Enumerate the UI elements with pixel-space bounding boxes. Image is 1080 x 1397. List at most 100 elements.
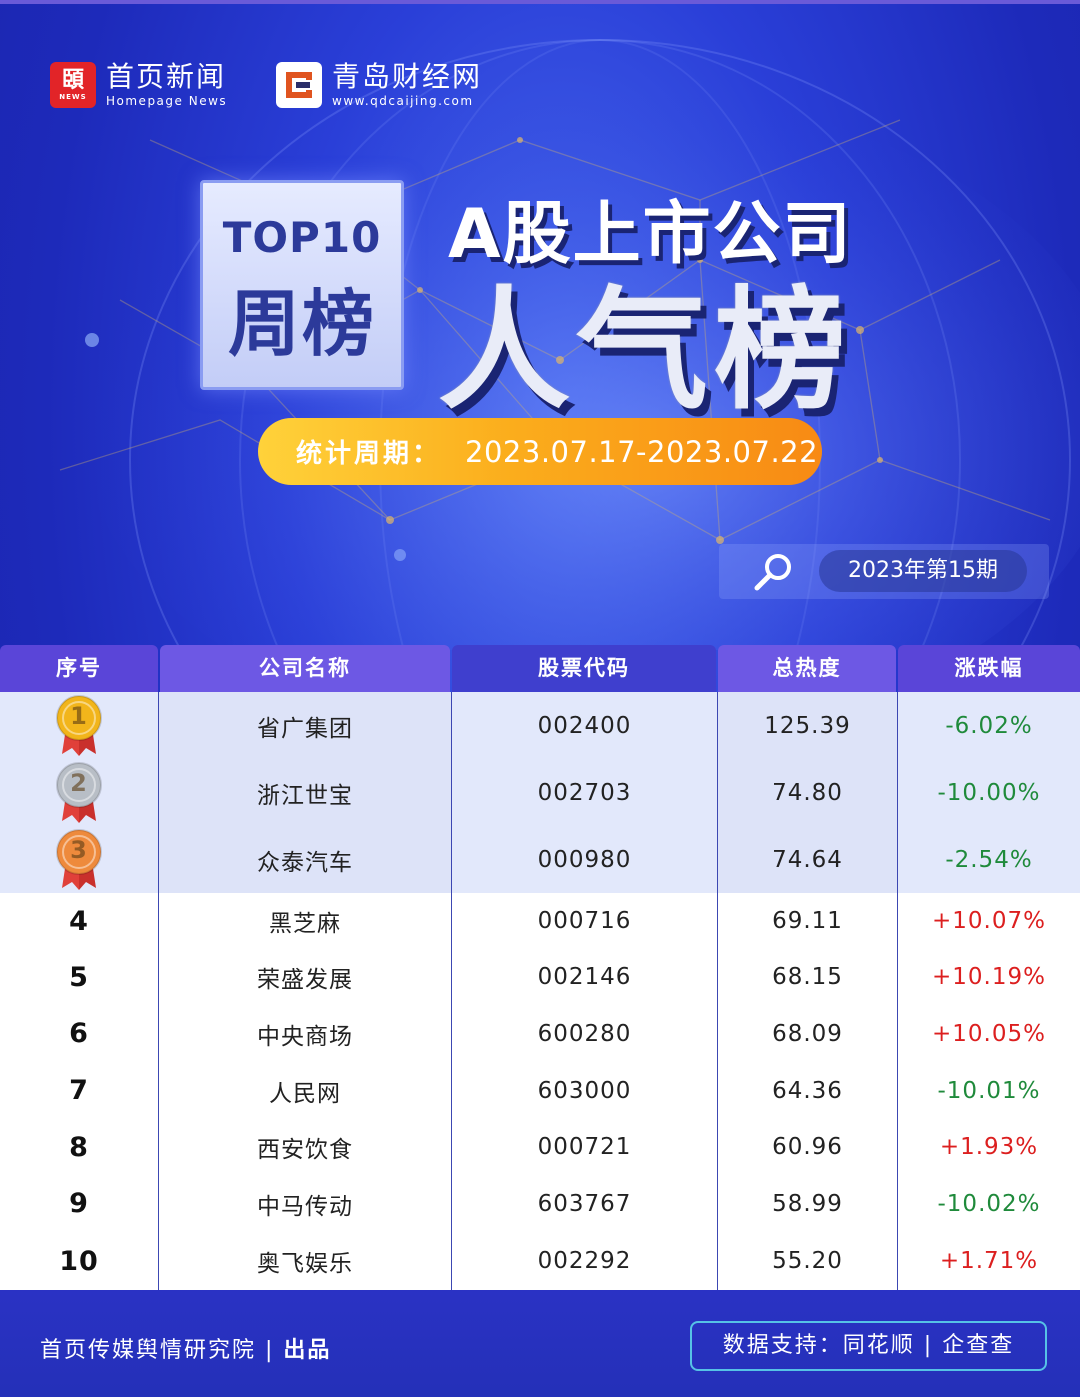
- company-name-cell: 中央商场: [159, 1005, 452, 1062]
- company-name: 中马传动: [257, 1193, 353, 1220]
- heat-value: 60.96: [772, 1134, 843, 1160]
- table-row: 2 浙江世宝 002703 74.80 -10.00%: [0, 759, 1080, 827]
- footer-producer-name: 首页传媒舆情研究院: [40, 1338, 257, 1363]
- change-value-cell: +1.71%: [898, 1232, 1080, 1290]
- brand1-en: Homepage News: [106, 94, 228, 108]
- homepage-news-logo: 頣 NEWS: [50, 62, 96, 108]
- period-pill: 统计周期： 2023.07.17-2023.07.22: [258, 418, 822, 485]
- stock-code-cell: 600280: [452, 1005, 718, 1062]
- medal-icon: 3: [54, 828, 104, 892]
- change-value: +1.71%: [939, 1248, 1039, 1274]
- stock-code: 000716: [537, 908, 632, 934]
- rank-number: 5: [69, 961, 89, 993]
- table-row: 4 黑芝麻 000716 69.11 +10.07%: [0, 893, 1080, 950]
- stock-code-cell: 603767: [452, 1175, 718, 1232]
- brand-qdcaijing: 青岛财经网 www.qdcaijing.com: [276, 62, 482, 108]
- rank-cell: 1: [0, 692, 159, 759]
- title-line-2: 人气榜: [438, 274, 852, 428]
- qdcaijing-logo: [276, 62, 322, 108]
- stock-code-cell: 000980: [452, 826, 718, 893]
- rank-cell: 7: [0, 1062, 159, 1119]
- footer-producer: 首页传媒舆情研究院 | 出品: [40, 1332, 331, 1364]
- table-row: 8 西安饮食 000721 60.96 +1.93%: [0, 1119, 1080, 1176]
- table-header: 序号 公司名称 股票代码 总热度 涨跌幅: [0, 645, 1080, 692]
- heat-value: 55.20: [772, 1248, 843, 1274]
- change-value: +10.07%: [932, 908, 1046, 934]
- rank-cell: 8: [0, 1119, 159, 1175]
- change-value: -2.54%: [945, 846, 1033, 873]
- stock-code: 600280: [537, 1020, 632, 1047]
- company-name-cell: 黑芝麻: [159, 893, 452, 949]
- col-code: 股票代码: [452, 645, 716, 692]
- stock-code: 002146: [537, 964, 632, 990]
- rank-number: 10: [59, 1245, 99, 1277]
- table-row: 10 奥飞娱乐 002292 55.20 +1.71%: [0, 1232, 1080, 1291]
- stock-code: 002400: [537, 712, 632, 739]
- qdcaijing-logo-icon: [286, 72, 312, 98]
- stock-code-cell: 002292: [452, 1232, 718, 1290]
- company-name: 黑芝麻: [269, 911, 341, 937]
- heat-value-cell: 74.64: [718, 826, 898, 893]
- heat-value: 74.80: [772, 779, 843, 806]
- brand1-cn: 首页新闻: [106, 60, 227, 93]
- rank-cell: 2: [0, 759, 159, 826]
- change-value: +10.19%: [932, 964, 1046, 990]
- stock-code: 603000: [537, 1077, 632, 1104]
- weekly-label: 周榜: [227, 282, 376, 366]
- col-rank: 序号: [0, 645, 158, 692]
- company-name: 浙江世宝: [257, 782, 353, 809]
- heat-value-cell: 68.09: [718, 1005, 898, 1062]
- table-row: 1 省广集团 002400 125.39 -6.02%: [0, 692, 1080, 760]
- change-value: +10.05%: [932, 1020, 1046, 1047]
- change-value: -10.01%: [937, 1077, 1041, 1104]
- col-company: 公司名称: [160, 645, 450, 692]
- change-value-cell: -10.01%: [898, 1062, 1080, 1119]
- title-line-1: A股上市公司: [448, 195, 853, 274]
- company-name-cell: 浙江世宝: [159, 759, 452, 826]
- stock-code: 000980: [537, 846, 632, 873]
- stock-code: 002703: [537, 779, 632, 806]
- period-label: 统计周期：: [296, 439, 442, 469]
- company-name: 省广集团: [257, 715, 353, 742]
- magnifier-icon: [754, 554, 791, 591]
- heat-value-cell: 125.39: [718, 692, 898, 759]
- stock-code-cell: 002146: [452, 949, 718, 1005]
- heat-value: 74.64: [772, 846, 843, 873]
- table-row: 7 人民网 603000 64.36 -10.01%: [0, 1062, 1080, 1120]
- heat-value-cell: 68.15: [718, 949, 898, 1005]
- footer: 首页传媒舆情研究院 | 出品 数据支持：同花顺 | 企查查: [0, 1290, 1080, 1397]
- stock-code-cell: 603000: [452, 1062, 718, 1119]
- change-value-cell: -10.02%: [898, 1175, 1080, 1232]
- top10-label: TOP10: [222, 213, 382, 262]
- col-change: 涨跌幅: [898, 645, 1080, 692]
- rank-cell: 4: [0, 893, 159, 949]
- brand-homepage-news: 頣 NEWS 首页新闻 Homepage News: [50, 62, 227, 108]
- rank-cell: 9: [0, 1175, 159, 1232]
- footer-producer-suffix: 出品: [283, 1338, 332, 1363]
- heat-value-cell: 60.96: [718, 1119, 898, 1175]
- company-name-cell: 中马传动: [159, 1175, 452, 1232]
- company-name-cell: 众泰汽车: [159, 826, 452, 893]
- rank-number: 9: [69, 1188, 89, 1219]
- company-name: 众泰汽车: [257, 849, 353, 876]
- stock-code: 000721: [537, 1134, 632, 1160]
- table-row: 6 中央商场 600280 68.09 +10.05%: [0, 1005, 1080, 1063]
- change-value: -6.02%: [945, 712, 1033, 739]
- medal-number: 2: [70, 768, 88, 797]
- heat-value: 69.11: [772, 908, 843, 934]
- company-name: 中央商场: [257, 1023, 353, 1050]
- change-value-cell: +10.07%: [898, 893, 1080, 949]
- stock-code-cell: 000721: [452, 1119, 718, 1175]
- brand2-en: www.qdcaijing.com: [332, 94, 474, 108]
- stock-code-cell: 002400: [452, 692, 718, 759]
- company-name: 西安饮食: [257, 1137, 353, 1163]
- table-body: 1 省广集团 002400 125.39 -6.02% 2 浙江世宝 002703 74.80 -…: [0, 692, 1080, 1291]
- medal-number: 3: [70, 835, 88, 864]
- rank-cell: 3: [0, 826, 159, 893]
- rank-cell: 6: [0, 1005, 159, 1062]
- stock-code: 002292: [537, 1248, 632, 1274]
- change-value-cell: +10.19%: [898, 949, 1080, 1005]
- heat-value: 68.09: [772, 1020, 843, 1047]
- footer-separator: |: [256, 1338, 284, 1363]
- stock-code: 603767: [537, 1190, 632, 1217]
